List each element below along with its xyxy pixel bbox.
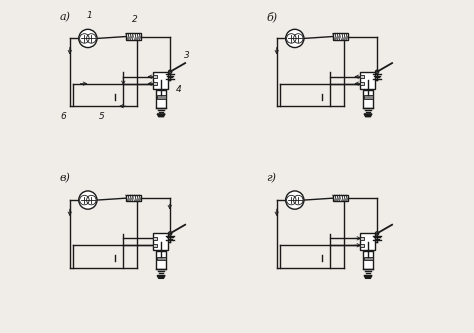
Circle shape (375, 232, 379, 235)
Bar (126, 33, 141, 40)
Bar (360, 72, 375, 89)
Bar (363, 90, 373, 108)
Text: г): г) (266, 173, 276, 183)
Circle shape (79, 29, 97, 48)
Circle shape (286, 29, 304, 48)
Text: 5: 5 (99, 113, 105, 122)
Polygon shape (364, 275, 372, 278)
Text: а): а) (60, 12, 71, 22)
Bar (333, 195, 348, 201)
Bar (153, 237, 157, 240)
Polygon shape (364, 114, 372, 117)
Text: 4: 4 (176, 85, 182, 94)
Bar (156, 251, 166, 269)
Bar (364, 257, 373, 260)
Bar (153, 72, 168, 89)
Bar (360, 82, 364, 85)
Circle shape (286, 191, 304, 209)
Circle shape (79, 191, 97, 209)
Bar (153, 75, 157, 78)
Bar (363, 251, 373, 269)
Circle shape (375, 70, 379, 73)
Bar (364, 96, 373, 99)
Bar (156, 257, 165, 260)
Bar (153, 233, 168, 250)
Text: 3: 3 (184, 51, 190, 60)
Text: б): б) (266, 12, 278, 22)
Bar (126, 195, 141, 201)
Text: в): в) (60, 173, 71, 183)
Polygon shape (157, 275, 165, 278)
Circle shape (169, 232, 172, 235)
Text: 1: 1 (87, 11, 92, 20)
Circle shape (169, 70, 172, 73)
Bar (360, 237, 364, 240)
Bar (153, 82, 157, 85)
Bar (156, 90, 166, 108)
Bar (360, 75, 364, 78)
Text: 2: 2 (132, 15, 138, 24)
Bar (360, 244, 364, 247)
Bar (333, 33, 348, 40)
Bar (156, 96, 165, 99)
Text: 6: 6 (61, 113, 67, 122)
Bar (360, 233, 375, 250)
Polygon shape (157, 114, 165, 117)
Bar (153, 244, 157, 247)
